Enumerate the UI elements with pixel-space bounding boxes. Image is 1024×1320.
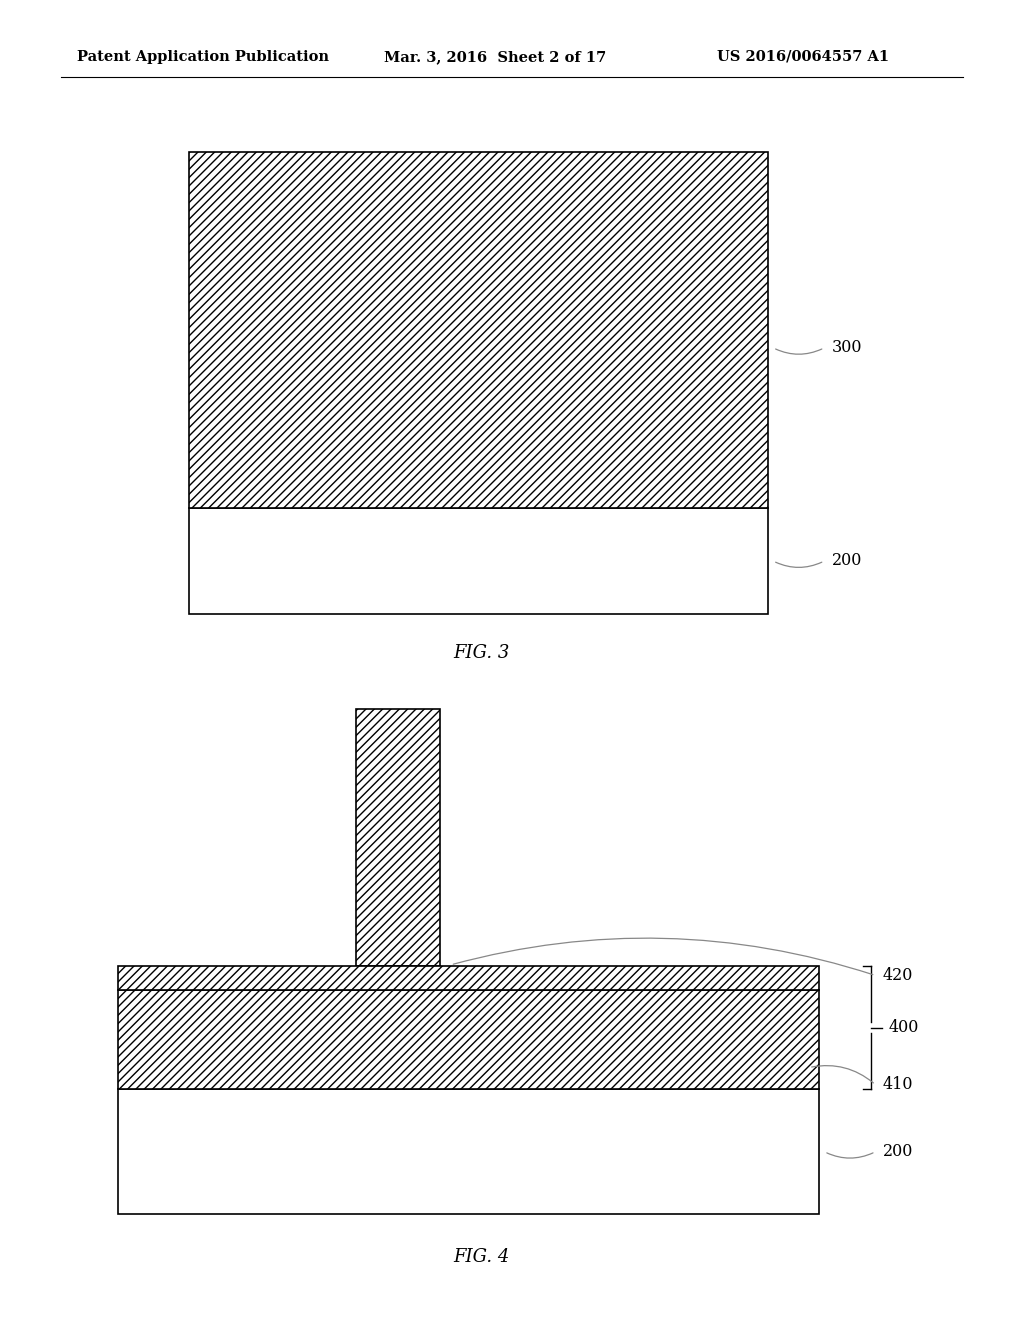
Bar bbox=[118, 966, 819, 990]
Bar bbox=[118, 990, 819, 1089]
Text: Patent Application Publication: Patent Application Publication bbox=[77, 50, 329, 63]
Text: Mar. 3, 2016  Sheet 2 of 17: Mar. 3, 2016 Sheet 2 of 17 bbox=[384, 50, 606, 63]
Text: FIG. 3: FIG. 3 bbox=[453, 644, 510, 663]
Text: 200: 200 bbox=[883, 1143, 913, 1160]
Text: FIG. 4: FIG. 4 bbox=[453, 1247, 510, 1266]
Text: 420: 420 bbox=[883, 968, 913, 983]
Bar bbox=[356, 709, 440, 966]
Bar bbox=[189, 508, 768, 614]
Text: 300: 300 bbox=[831, 339, 862, 356]
Bar bbox=[118, 1089, 819, 1214]
Text: US 2016/0064557 A1: US 2016/0064557 A1 bbox=[717, 50, 889, 63]
Bar bbox=[189, 152, 768, 508]
Text: 200: 200 bbox=[831, 553, 862, 569]
Text: 400: 400 bbox=[889, 1019, 920, 1036]
Text: 410: 410 bbox=[883, 1076, 913, 1093]
